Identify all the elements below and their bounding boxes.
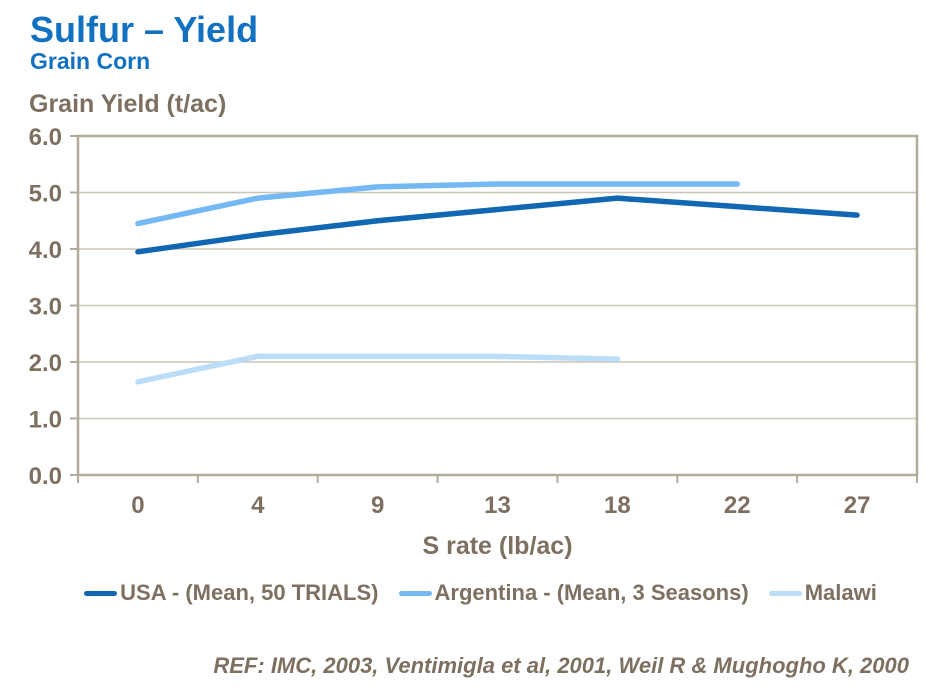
chart-subtitle: Grain Corn bbox=[30, 48, 151, 74]
svg-text:4: 4 bbox=[251, 492, 265, 519]
line-chart-plot: 0.0 1.0 2.0 3.0 4.0 5.0 6.0 0 4 9 13 18 22 27 bbox=[29, 124, 919, 519]
svg-text:2.0: 2.0 bbox=[29, 350, 62, 377]
svg-text:13: 13 bbox=[484, 492, 511, 519]
svg-text:0.0: 0.0 bbox=[29, 463, 62, 490]
legend-item-argentina: Argentina - (Mean, 3 Seasons) bbox=[398, 580, 749, 606]
svg-text:9: 9 bbox=[371, 492, 384, 519]
legend: USA - (Mean, 50 TRIALS) Argentina - (Mea… bbox=[0, 578, 931, 608]
legend-item-malawi: Malawi bbox=[768, 580, 877, 606]
svg-text:5.0: 5.0 bbox=[29, 181, 62, 208]
svg-text:6.0: 6.0 bbox=[29, 124, 62, 151]
svg-text:0: 0 bbox=[131, 492, 144, 519]
malawi-line-swatch bbox=[768, 590, 802, 596]
svg-text:27: 27 bbox=[844, 492, 871, 519]
svg-text:22: 22 bbox=[724, 492, 751, 519]
legend-item-usa: USA - (Mean, 50 TRIALS) bbox=[84, 580, 379, 606]
svg-text:3.0: 3.0 bbox=[29, 294, 62, 321]
svg-text:18: 18 bbox=[604, 492, 631, 519]
reference-text: REF: IMC, 2003, Ventimigla et al, 2001, … bbox=[213, 653, 909, 678]
y-axis-title: Grain Yield (t/ac) bbox=[29, 90, 227, 118]
legend-label-malawi: Malawi bbox=[804, 580, 877, 605]
svg-text:1.0: 1.0 bbox=[29, 407, 62, 434]
legend-label-usa: USA - (Mean, 50 TRIALS) bbox=[120, 580, 379, 605]
x-axis-title: S rate (lb/ac) bbox=[422, 532, 573, 560]
chart-title: Sulfur – Yield bbox=[30, 9, 259, 50]
legend-label-argentina: Argentina - (Mean, 3 Seasons) bbox=[434, 580, 749, 605]
svg-text:4.0: 4.0 bbox=[29, 237, 62, 264]
usa-line-swatch bbox=[84, 590, 118, 596]
argentina-line-swatch bbox=[398, 590, 432, 596]
